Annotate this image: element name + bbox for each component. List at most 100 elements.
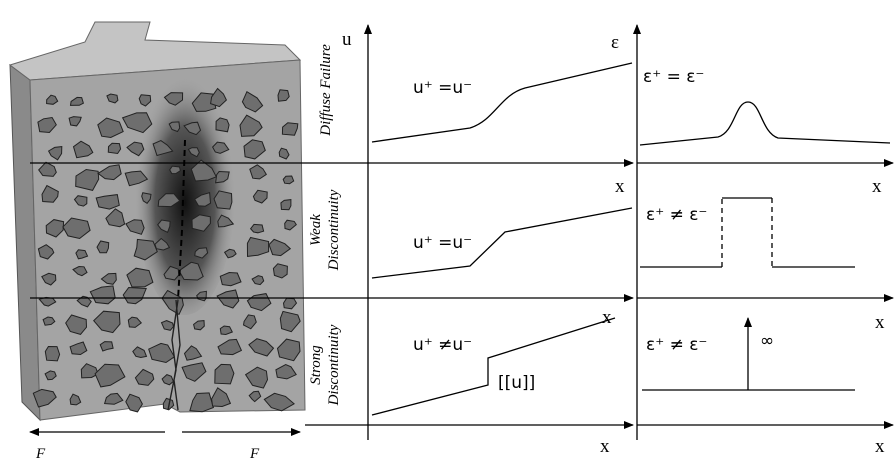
aggregate [243, 139, 266, 160]
aggregate [160, 320, 175, 331]
x-axis-label: x [875, 436, 885, 457]
aggregate [181, 362, 207, 382]
aggregate [275, 363, 297, 380]
aggregate [106, 93, 119, 104]
aggregate [152, 140, 174, 157]
aggregate [251, 275, 265, 286]
aggregate [141, 192, 152, 204]
aggregate [219, 271, 242, 287]
aggregate [100, 272, 117, 285]
aggregate [246, 236, 270, 257]
aggregate [215, 117, 230, 133]
aggregate [94, 363, 126, 388]
aggregate [214, 363, 235, 385]
eps-axis-label: ε [611, 32, 619, 53]
aggregate [263, 392, 295, 412]
jump-label: [[u]] [498, 373, 535, 393]
aggregate [96, 240, 110, 254]
row-label: Discontinuity [326, 189, 342, 271]
aggregate [44, 370, 57, 381]
aggregate [272, 263, 288, 279]
aggregate [93, 310, 121, 334]
aggregate [127, 316, 143, 328]
aggregate [125, 219, 145, 235]
eps-formula: ε⁺ ≠ ε⁻ [646, 205, 707, 225]
aggregate [37, 116, 57, 134]
concrete-specimen [8, 21, 306, 422]
aggregate [219, 325, 233, 336]
aggregate [65, 314, 88, 335]
aggregate [157, 193, 181, 208]
aggregate [46, 94, 59, 105]
aggregate [121, 112, 153, 134]
aggregate [190, 159, 218, 182]
aggregate [211, 387, 232, 408]
aggregate [73, 195, 88, 207]
aggregate [107, 142, 122, 155]
aggregate [72, 140, 94, 159]
aggregate [105, 208, 126, 228]
u-formula: u⁺ ≠u⁻ [413, 335, 472, 355]
aggregate [38, 161, 57, 177]
eps-formula: ε⁺ ≠ ε⁻ [646, 335, 707, 355]
axes [29, 24, 894, 440]
aggregate [32, 388, 57, 408]
aggregate [194, 192, 212, 207]
row-label: Diffuse Failure [318, 44, 334, 137]
aggregate [277, 89, 290, 102]
aggregate [210, 87, 228, 108]
aggregate [41, 184, 59, 203]
aggregate [154, 237, 171, 251]
aggregate [213, 190, 233, 210]
aggregate [244, 366, 269, 389]
aggregate [163, 265, 180, 281]
aggregate [217, 214, 235, 228]
aggregate [72, 265, 88, 277]
aggregate [89, 285, 116, 305]
force-label: F [249, 446, 260, 462]
aggregate [248, 338, 275, 357]
aggregate [47, 146, 63, 161]
aggregate [75, 249, 89, 260]
aggregate [284, 219, 297, 231]
aggregate [69, 96, 84, 106]
aggregate [80, 363, 99, 379]
aggregate [217, 338, 243, 356]
aggregate [138, 94, 152, 107]
aggregate [163, 92, 184, 106]
aggregate [161, 374, 175, 386]
aggregate [239, 114, 263, 137]
aggregate [216, 289, 240, 309]
aggregate [75, 168, 100, 191]
aggregate [183, 345, 203, 361]
x-axis-label: x [875, 312, 885, 333]
infinity-label: ∞ [760, 331, 774, 351]
aggregate [249, 223, 265, 234]
aggregate [42, 316, 56, 326]
aggregate [249, 164, 267, 180]
aggregate [126, 141, 145, 157]
row-label: Discontinuity [326, 324, 342, 406]
aggregate [124, 170, 149, 187]
aggregate [62, 217, 91, 240]
aggregate [133, 238, 158, 261]
u-formula: u⁺ =u⁻ [413, 233, 472, 253]
aggregate [68, 116, 82, 127]
aggregate [44, 345, 61, 362]
aggregate [242, 314, 257, 330]
u-formula: u⁺ =u⁻ [413, 78, 472, 98]
force-label: F [35, 446, 46, 462]
aggregate [69, 393, 82, 406]
aggregate [248, 390, 262, 403]
aggregate [126, 267, 154, 288]
aggregate [103, 392, 124, 405]
row-label: Strong [308, 345, 324, 385]
aggregate [268, 238, 292, 257]
x-axis-label: x [600, 436, 610, 457]
aggregate [191, 92, 217, 112]
x-axis-label: x [872, 176, 882, 197]
aggregate [189, 392, 215, 413]
labels: u ε x x x x x x u⁺ =u⁻ ε⁺ = ε⁻ u⁺ =u⁻ ε⁺… [35, 29, 885, 462]
x-axis-label: x [602, 307, 612, 328]
aggregate [95, 194, 120, 210]
